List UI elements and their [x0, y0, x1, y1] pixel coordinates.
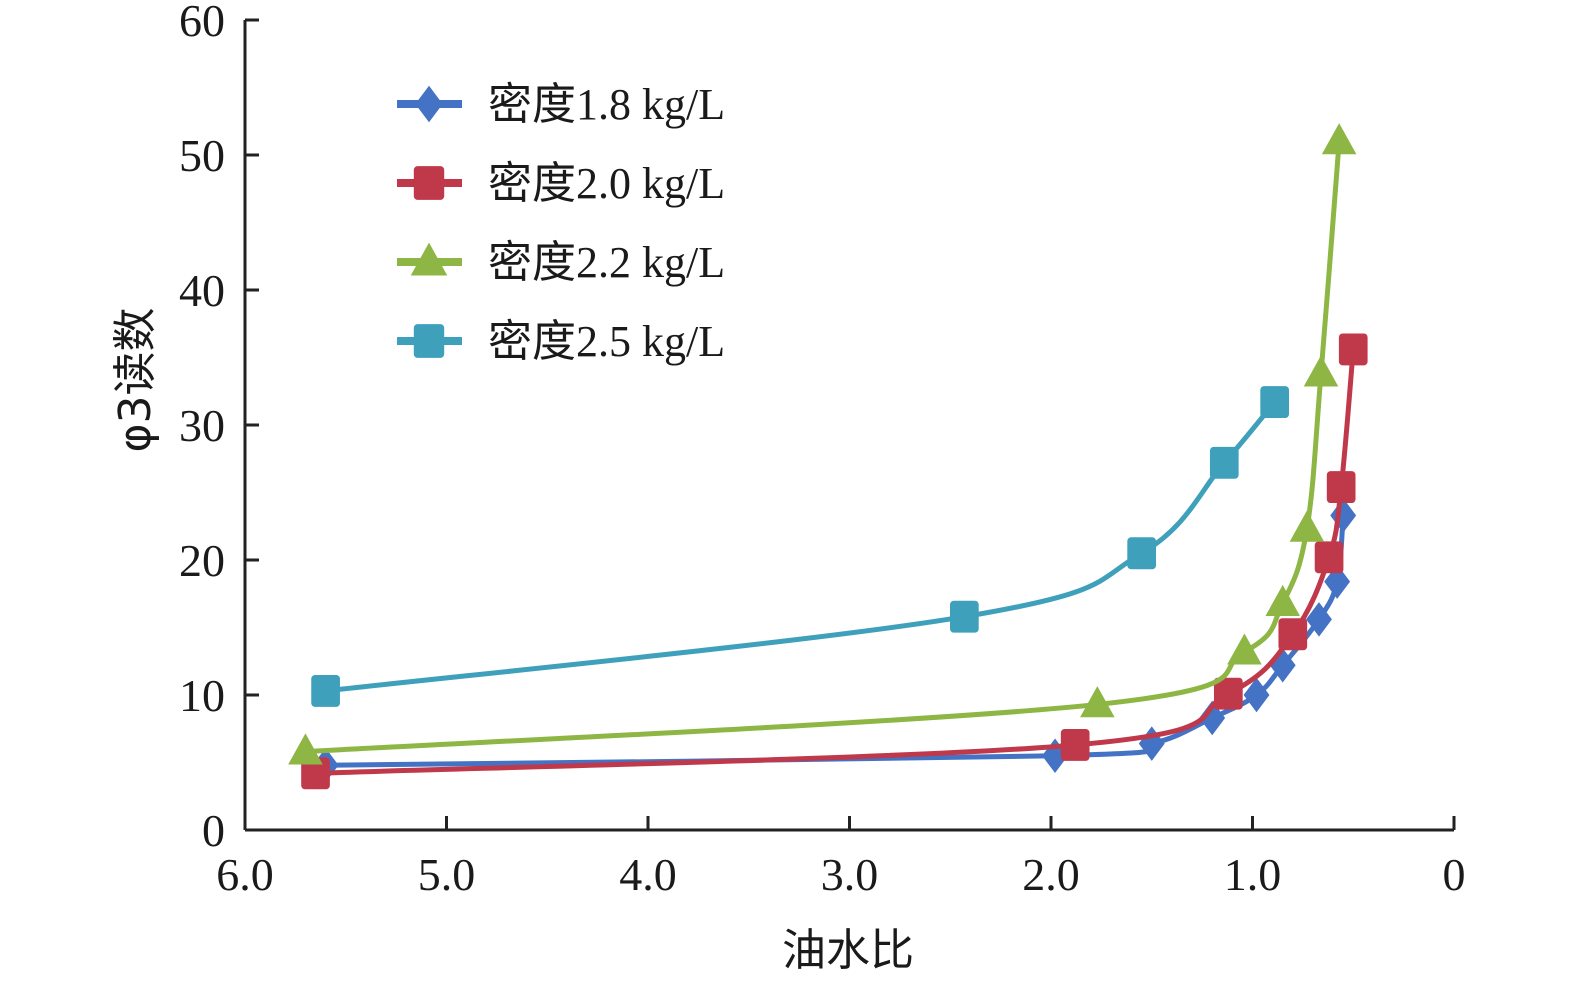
series-1: [312, 498, 1357, 783]
data-point-diamond: [1324, 564, 1351, 599]
data-point-square: [1326, 471, 1356, 504]
y-axis-title: φ3读数: [110, 307, 161, 452]
x-tick-label: 0: [1443, 849, 1466, 900]
legend-item: 密度2.2 kg/L: [397, 238, 725, 287]
x-tick-label: 4.0: [619, 849, 677, 900]
data-point-triangle: [1321, 123, 1357, 155]
x-tick-label: 5.0: [418, 849, 476, 900]
series-2: [301, 333, 1368, 790]
data-point-diamond: [1306, 602, 1332, 637]
y-tick-label: 10: [179, 670, 225, 721]
series-line: [315, 349, 1356, 776]
data-point-square: [1314, 541, 1344, 574]
legend-marker-diamond: [415, 85, 443, 123]
ticks: 6.0 5.0 4.0 3.0 2.0 1.0 0 0 10 20 30 40 50 60: [179, 0, 1466, 900]
legend-item: 密度1.8 kg/L: [397, 80, 725, 129]
x-tick-label: 2.0: [1022, 849, 1080, 900]
y-tick-label: 30: [179, 400, 225, 451]
legend-item: 密度2.5 kg/L: [397, 317, 725, 366]
data-point-diamond: [1199, 700, 1226, 736]
y-tick-label: 0: [202, 805, 225, 856]
y-tick-label: 40: [179, 265, 225, 316]
data-point-diamond: [1243, 677, 1270, 713]
data-point-square: [1338, 333, 1368, 366]
legend-label: 密度1.8 kg/L: [488, 80, 725, 129]
series-4: [311, 386, 1290, 707]
data-point-square: [311, 675, 340, 707]
x-tick-label: 6.0: [216, 849, 274, 900]
legend: 密度1.8 kg/L 密度2.0 kg/L 密度2.2 kg/L 密度2.5 kg/L: [397, 80, 725, 366]
data-point-square: [1127, 537, 1157, 570]
series-line: [305, 141, 1342, 755]
data-point-square: [1209, 446, 1239, 479]
data-point-square: [1213, 677, 1243, 710]
axes: [243, 20, 1454, 832]
data-point-triangle: [1289, 510, 1325, 542]
legend-marker-square: [413, 324, 445, 358]
x-tick-label: 3.0: [821, 849, 879, 900]
y-tick-label: 50: [179, 130, 225, 181]
legend-item: 密度2.0 kg/L: [397, 159, 725, 208]
series-3: [288, 123, 1357, 765]
y-tick-label: 60: [179, 0, 225, 46]
x-tick-label: 1.0: [1224, 849, 1282, 900]
data-point-triangle: [1265, 584, 1300, 616]
data-point-square: [950, 600, 979, 633]
data-point-triangle: [1227, 633, 1262, 665]
y-tick-label: 20: [179, 535, 225, 586]
legend-label: 密度2.5 kg/L: [488, 317, 725, 366]
x-axis-title: 油水比: [782, 925, 914, 976]
legend-label: 密度2.2 kg/L: [488, 238, 725, 287]
data-point-square: [1278, 618, 1308, 651]
legend-label: 密度2.0 kg/L: [488, 159, 725, 208]
legend-marker-triangle: [410, 242, 448, 276]
legend-marker-square: [413, 166, 445, 200]
data-point-square: [1260, 386, 1290, 419]
data-point-triangle: [288, 733, 323, 765]
data-point-triangle: [1303, 355, 1339, 387]
data-point-square: [1060, 729, 1090, 761]
series-layer: [288, 123, 1368, 790]
data-point-triangle: [1080, 686, 1115, 718]
